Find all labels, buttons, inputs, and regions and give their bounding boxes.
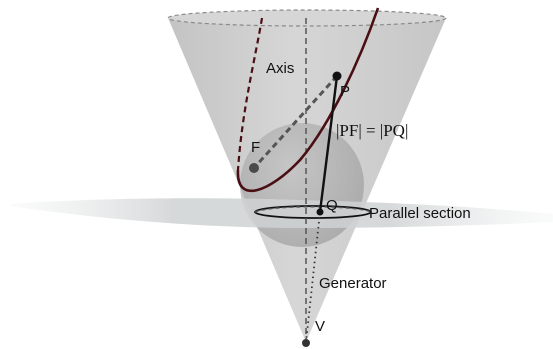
parallel-section-plane <box>10 198 553 228</box>
point-v <box>302 339 310 347</box>
point-f <box>249 163 259 173</box>
equation-label: |PF| = |PQ| <box>336 121 408 140</box>
point-p <box>332 71 342 81</box>
generator-line <box>305 211 321 343</box>
cone-rim <box>167 9 447 27</box>
v-label: V <box>315 318 325 335</box>
parallel-section-back <box>254 206 372 213</box>
point-q <box>316 208 324 216</box>
parallel-section-label: Parallel section <box>369 205 471 222</box>
f-label: F <box>251 139 260 156</box>
pf-segment <box>252 74 339 170</box>
generator-label: Generator <box>319 275 387 292</box>
pq-segment <box>318 75 339 213</box>
curve-hidden-part <box>236 17 264 171</box>
q-label: Q <box>326 197 338 214</box>
parabola-curve <box>236 7 380 192</box>
axis-label: Axis <box>266 60 294 77</box>
p-label: P <box>340 83 350 100</box>
